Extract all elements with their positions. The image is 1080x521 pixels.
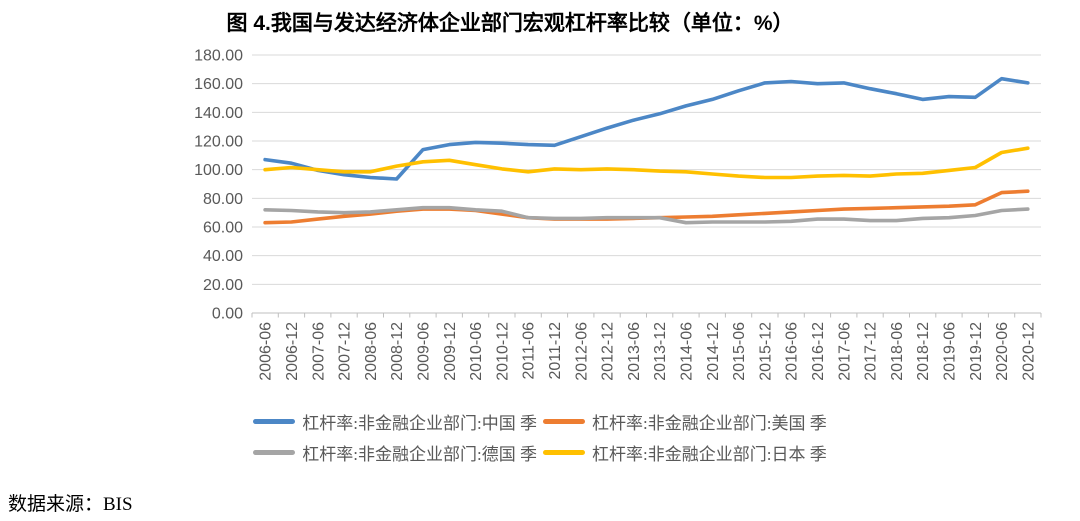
x-axis-category-label: 2014-06 — [678, 322, 695, 381]
data-source-note: 数据来源：BIS — [8, 494, 133, 515]
x-axis-category-label: 2009-12 — [442, 322, 459, 381]
legend-line-swatch — [253, 419, 296, 424]
legend-label: 杠杆率:非金融企业部门:日本 季 — [592, 445, 827, 464]
x-axis-category-label: 2007-12 — [337, 322, 354, 381]
x-axis-category-label: 2013-12 — [652, 322, 669, 381]
legend-label: 杠杆率:非金融企业部门:美国 季 — [592, 414, 827, 433]
series-line-2 — [263, 205, 1030, 225]
x-axis-category-label: 2010-12 — [494, 322, 511, 381]
x-axis-category-label: 2018-12 — [915, 322, 932, 381]
x-axis-category-label: 2019-06 — [941, 322, 958, 381]
y-axis-tick-label: 160.00 — [194, 76, 243, 93]
x-axis-category-label: 2017-06 — [836, 322, 853, 381]
series-line-0 — [263, 76, 1030, 181]
x-axis-category-label: 2009-06 — [415, 322, 432, 381]
x-axis-category-label: 2006-06 — [258, 322, 275, 381]
legend-item-2: 杠杆率:非金融企业部门:德国 季 — [253, 440, 537, 465]
y-axis-tick-label: 0.00 — [212, 306, 243, 323]
x-axis-category-label: 2016-12 — [810, 322, 827, 381]
x-axis-category-label: 2008-06 — [363, 322, 380, 381]
y-axis-tick-label: 60.00 — [203, 220, 243, 237]
y-axis-tick-label: 180.00 — [194, 48, 243, 65]
series-line-3 — [263, 146, 1030, 180]
legend-item-0: 杠杆率:非金融企业部门:中国 季 — [253, 409, 537, 434]
legend-item-1: 杠杆率:非金融企业部门:美国 季 — [543, 409, 827, 434]
x-axis-category-label: 2007-06 — [310, 322, 327, 381]
x-axis-category-label: 2012-12 — [600, 322, 617, 381]
x-axis-category-label: 2017-12 — [863, 322, 880, 381]
x-axis-category-label: 2018-06 — [889, 322, 906, 381]
chart-legend: 杠杆率:非金融企业部门:中国 季杠杆率:非金融企业部门:美国 季杠杆率:非金融企… — [0, 406, 1080, 468]
legend-label: 杠杆率:非金融企业部门:中国 季 — [302, 414, 537, 433]
legend-line-swatch — [253, 450, 296, 455]
legend-item-3: 杠杆率:非金融企业部门:日本 季 — [543, 440, 827, 465]
x-axis-category-label: 2019-12 — [968, 322, 985, 381]
y-axis-tick-label: 100.00 — [194, 162, 243, 179]
x-axis-category-label: 2008-12 — [389, 322, 406, 381]
legend-row: 杠杆率:非金融企业部门:德国 季 杠杆率:非金融企业部门:日本 季 — [0, 437, 1080, 468]
x-axis-category-label: 2006-12 — [284, 322, 301, 381]
x-axis-category-label: 2011-06 — [521, 322, 538, 380]
x-axis-category-label: 2020-12 — [1020, 322, 1037, 381]
x-axis-category-label: 2020-06 — [994, 322, 1011, 381]
y-axis-tick-label: 80.00 — [203, 191, 243, 208]
legend-row: 杠杆率:非金融企业部门:中国 季 杠杆率:非金融企业部门:美国 季 — [0, 406, 1080, 437]
x-axis-category-label: 2016-06 — [784, 322, 801, 381]
chart-title: 图 4.我国与发达经济体企业部门宏观杠杆率比较（单位：%） — [226, 12, 794, 35]
x-axis-category-label: 2012-06 — [573, 322, 590, 381]
x-axis-category-label: 2015-12 — [757, 322, 774, 381]
y-axis-tick-label: 120.00 — [194, 134, 243, 151]
y-axis-tick-label: 20.00 — [203, 277, 243, 294]
legend-line-swatch — [543, 419, 585, 424]
y-axis-tick-label: 40.00 — [203, 248, 243, 265]
x-axis-category-label: 2010-06 — [468, 322, 485, 381]
x-axis-category-label: 2011-12 — [547, 322, 564, 380]
x-axis-category-label: 2014-12 — [705, 322, 722, 381]
x-axis-category-label: 2015-06 — [731, 322, 748, 381]
y-axis-tick-label: 140.00 — [194, 105, 243, 122]
legend-line-swatch — [543, 450, 585, 455]
x-axis-category-label: 2013-06 — [626, 322, 643, 381]
legend-label: 杠杆率:非金融企业部门:德国 季 — [302, 445, 537, 464]
